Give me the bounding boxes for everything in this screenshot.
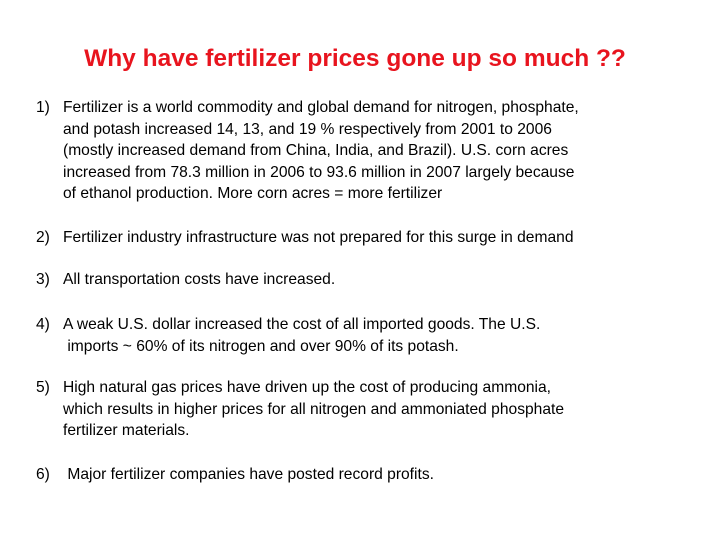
item-text-line: All transportation costs have increased.: [63, 271, 336, 288]
item-text-line: Fertilizer industry infrastructure was n…: [63, 229, 574, 246]
list-item-2: 2) Fertilizer industry infrastructure was…: [36, 227, 574, 249]
list-item-6: 6) Major fertilizer companies have poste…: [36, 464, 434, 486]
item-number: 3): [36, 271, 50, 288]
item-text-line: fertilizer materials.: [63, 422, 190, 440]
list-item-1: 1) Fertilizer is a world commodity and gl…: [36, 97, 579, 205]
slide-title: Why have fertilizer prices gone up so mu…: [84, 45, 626, 72]
item-text-line: imports ~ 60% of its nitrogen and over 9…: [63, 337, 459, 355]
item-text-line: increased from 78.3 million in 2006 to 9…: [63, 163, 575, 181]
item-number: 1): [36, 99, 50, 116]
item-number: 4): [36, 316, 50, 333]
item-text-line: Fertilizer is a world commodity and glob…: [63, 99, 579, 116]
item-text-line: Major fertilizer companies have posted r…: [63, 466, 434, 483]
item-text-line: of ethanol production. More corn acres =…: [63, 185, 443, 203]
item-text-line: and potash increased 14, 13, and 19 % re…: [63, 120, 552, 138]
item-number: 6): [36, 466, 50, 483]
item-text-line: A weak U.S. dollar increased the cost of…: [63, 316, 541, 333]
item-text-line: (mostly increased demand from China, Ind…: [63, 142, 569, 160]
item-text-line: which results in higher prices for all n…: [63, 400, 565, 418]
list-item-4: 4) A weak U.S. dollar increased the cost …: [36, 314, 540, 357]
item-number: 5): [36, 379, 50, 396]
list-item-5: 5) High natural gas prices have driven up…: [36, 377, 564, 442]
list-item-3: 3) All transportation costs have increase…: [36, 269, 335, 291]
item-text-line: High natural gas prices have driven up t…: [63, 379, 552, 396]
item-number: 2): [36, 229, 50, 246]
